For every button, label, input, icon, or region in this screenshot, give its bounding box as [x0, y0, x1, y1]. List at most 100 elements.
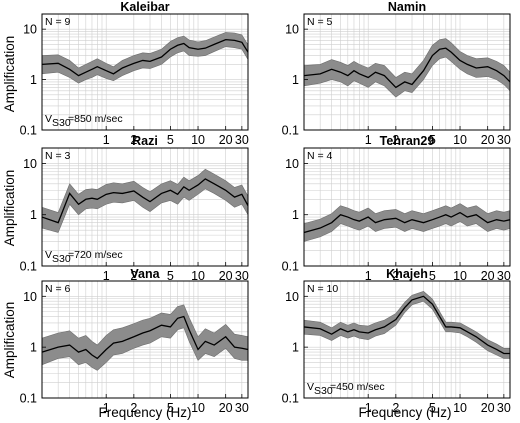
- y-tick-label: 1: [292, 208, 299, 222]
- x-tick-label: 5: [429, 401, 436, 415]
- panel-title: Vana: [130, 267, 160, 281]
- y-tick-label: 0.1: [282, 260, 299, 274]
- x-tick-label: 10: [453, 269, 467, 283]
- y-tick-label: 1: [292, 73, 299, 87]
- panel-title: Namin: [388, 0, 426, 14]
- x-tick-label: 1: [365, 401, 372, 415]
- x-axis-label-col-2: Frequency (Hz): [358, 405, 451, 420]
- y-tick-label: 10: [23, 157, 37, 171]
- plot-frame: [303, 13, 511, 131]
- x-tick-label: 20: [481, 269, 495, 283]
- x-tick-label: 5: [167, 401, 174, 415]
- y-tick-label: 1: [30, 208, 37, 222]
- y-tick-label: 0.1: [282, 392, 299, 406]
- plot-frame: [41, 147, 249, 267]
- mean-line: [303, 211, 511, 234]
- panel-2: 0.1 1 10 1 2 5 10 20 30 Namin N = 5: [282, 0, 511, 147]
- n-count-label: N = 10: [307, 283, 338, 295]
- x-tick-label: 2: [130, 133, 137, 147]
- panel-title: Razi: [132, 134, 158, 148]
- x-tick-label: 30: [235, 401, 249, 415]
- vs30-subscript: S30: [52, 117, 71, 129]
- panel-title: Khajeh: [386, 267, 428, 281]
- y-tick-label: 0.1: [20, 392, 37, 406]
- x-tick-label: 1: [103, 269, 110, 283]
- y-tick-label: 1: [30, 341, 37, 355]
- x-axis-label-col-1: Frequency (Hz): [98, 405, 191, 420]
- y-tick-label: 10: [23, 23, 37, 37]
- plot-frame: [303, 280, 511, 399]
- x-tick-label: 30: [497, 133, 511, 147]
- y-tick-label: 10: [285, 290, 299, 304]
- x-tick-label: 1: [365, 133, 372, 147]
- n-count-label: N = 5: [307, 16, 333, 28]
- n-count-label: N = 3: [45, 150, 71, 162]
- vs30-label: =720 m/sec: [68, 249, 123, 261]
- uncertainty-band: [303, 203, 511, 242]
- x-tick-label: 5: [167, 269, 174, 283]
- plot-frame: [41, 280, 249, 399]
- x-tick-label: 10: [453, 133, 467, 147]
- x-tick-label: 10: [191, 401, 205, 415]
- x-tick-label: 5: [167, 133, 174, 147]
- x-tick-label: 2: [392, 401, 399, 415]
- x-tick-label: 30: [497, 401, 511, 415]
- n-count-label: N = 4: [307, 150, 333, 162]
- vs30-label: =450 m/sec: [330, 381, 385, 393]
- x-tick-label: 5: [429, 133, 436, 147]
- y-tick-label: 0.1: [20, 124, 37, 138]
- mean-line: [41, 38, 249, 77]
- y-tick-label: 1: [30, 73, 37, 87]
- x-tick-label: 10: [191, 269, 205, 283]
- x-tick-label: 1: [103, 133, 110, 147]
- x-tick-label: 20: [481, 401, 495, 415]
- x-tick-label: 20: [219, 133, 233, 147]
- x-tick-label: 10: [453, 401, 467, 415]
- n-count-label: N = 9: [45, 16, 71, 28]
- plot-frame: [303, 147, 511, 267]
- x-tick-label: 30: [235, 133, 249, 147]
- x-tick-label: 2: [392, 269, 399, 283]
- uncertainty-band: [41, 304, 249, 371]
- n-count-label: N = 6: [45, 283, 71, 295]
- x-tick-label: 2: [130, 269, 137, 283]
- vs30-subscript: S30: [52, 253, 71, 265]
- x-tick-label: 30: [497, 269, 511, 283]
- y-axis-label-row-2: Amplification: [2, 170, 17, 247]
- y-tick-label: 1: [292, 341, 299, 355]
- vs30-label: =850 m/sec: [68, 113, 123, 125]
- x-tick-label: 1: [365, 269, 372, 283]
- mean-line: [41, 315, 249, 360]
- y-tick-label: 0.1: [282, 124, 299, 138]
- y-tick-label: 10: [23, 290, 37, 304]
- mean-line: [41, 178, 249, 224]
- x-tick-label: 2: [392, 133, 399, 147]
- vs30-symbol: V: [45, 113, 52, 125]
- y-axis-label-row-3: Amplification: [2, 302, 17, 379]
- plot-frame: [41, 13, 249, 131]
- x-tick-label: 10: [191, 133, 205, 147]
- x-tick-label: 30: [235, 269, 249, 283]
- mean-line: [303, 47, 511, 89]
- vs30-subscript: S30: [314, 385, 333, 397]
- vs30-symbol: V: [307, 381, 314, 393]
- panel-1: 0.1 1 10 1 2 5 10 20 30 Kaleibar N = 9 V S30=850 m/s…: [20, 0, 249, 147]
- x-tick-label: 20: [481, 133, 495, 147]
- y-tick-label: 0.1: [20, 260, 37, 274]
- x-tick-label: 1: [103, 401, 110, 415]
- y-tick-label: 10: [285, 157, 299, 171]
- y-tick-label: 10: [285, 23, 299, 37]
- y-axis-label-row-1: Amplification: [2, 36, 17, 113]
- x-tick-label: 20: [219, 401, 233, 415]
- mean-line: [303, 295, 510, 355]
- x-tick-label: 2: [130, 401, 137, 415]
- vs30-symbol: V: [45, 249, 52, 261]
- panel-title: Kaleibar: [120, 0, 169, 14]
- x-tick-label: 5: [429, 269, 436, 283]
